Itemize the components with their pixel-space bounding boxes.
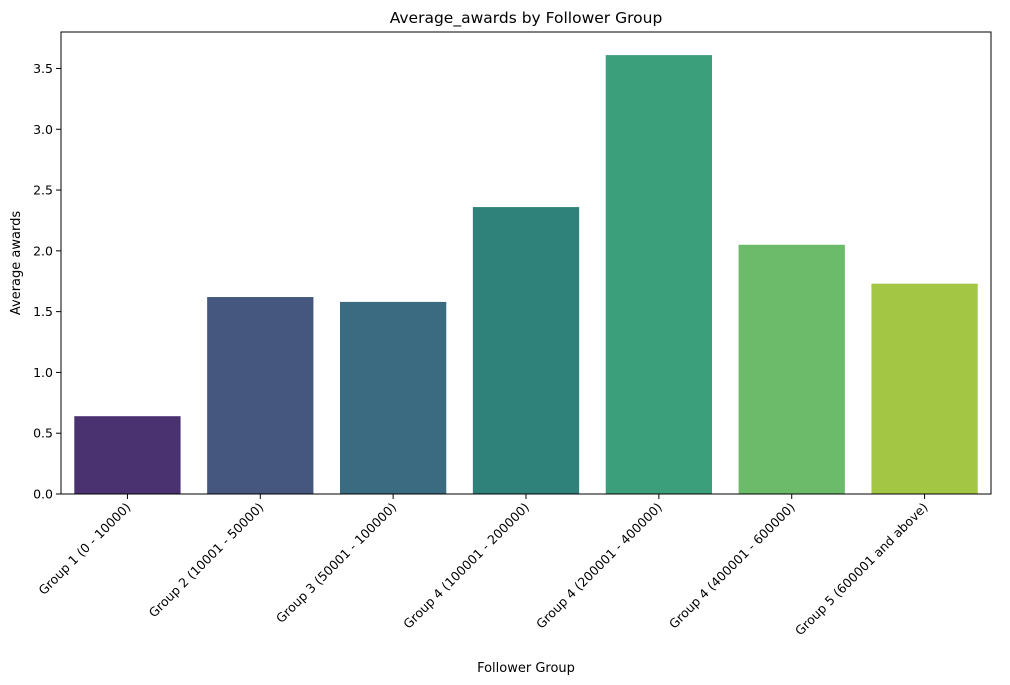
x-tick-label-6: Group 4 (400001 - 600000) <box>666 500 798 632</box>
chart-title: Average_awards by Follower Group <box>390 9 663 28</box>
bar-5 <box>605 55 712 494</box>
x-tick-label-5: Group 4 (200001 - 400000) <box>533 500 665 632</box>
y-tick-label-4: 1.5 <box>33 304 53 319</box>
bar-7 <box>871 283 978 494</box>
y-tick-label-3: 1.0 <box>33 365 53 380</box>
y-tick-label-5: 2.0 <box>33 243 53 258</box>
plot-frame <box>60 31 992 495</box>
y-tick-label-2: 0.5 <box>33 426 53 441</box>
y-tick-label-6: 2.5 <box>33 183 53 198</box>
x-axis: Group 1 (0 - 10000) Group 2 (10001 - 5000… <box>35 494 931 639</box>
y-tick-label-1: 0.0 <box>33 487 53 502</box>
x-tick-label-7: Group 5 (600001 and above) <box>792 500 931 639</box>
y-tick-label-7: 3.0 <box>33 122 53 137</box>
y-axis-label: Average awards <box>9 211 24 315</box>
bar-1 <box>74 416 181 494</box>
x-tick-label-3: Group 3 (50001 - 100000) <box>273 500 399 626</box>
x-tick-label-2: Group 2 (10001 - 50000) <box>146 500 267 621</box>
x-tick-label-1: Group 1 (0 - 10000) <box>35 500 133 598</box>
bar-3 <box>340 301 447 494</box>
x-axis-label: Follower Group <box>477 661 575 676</box>
y-axis: 0.0 0.5 1.0 1.5 2.0 2.5 3.0 3.5 <box>33 61 61 502</box>
bar-2 <box>207 297 314 494</box>
y-tick-label-8: 3.5 <box>33 61 53 76</box>
bar-6 <box>738 244 845 494</box>
x-tick-label-4: Group 4 (100001 - 200000) <box>400 500 532 632</box>
bar-4 <box>472 207 580 495</box>
bars-layer <box>74 55 978 495</box>
